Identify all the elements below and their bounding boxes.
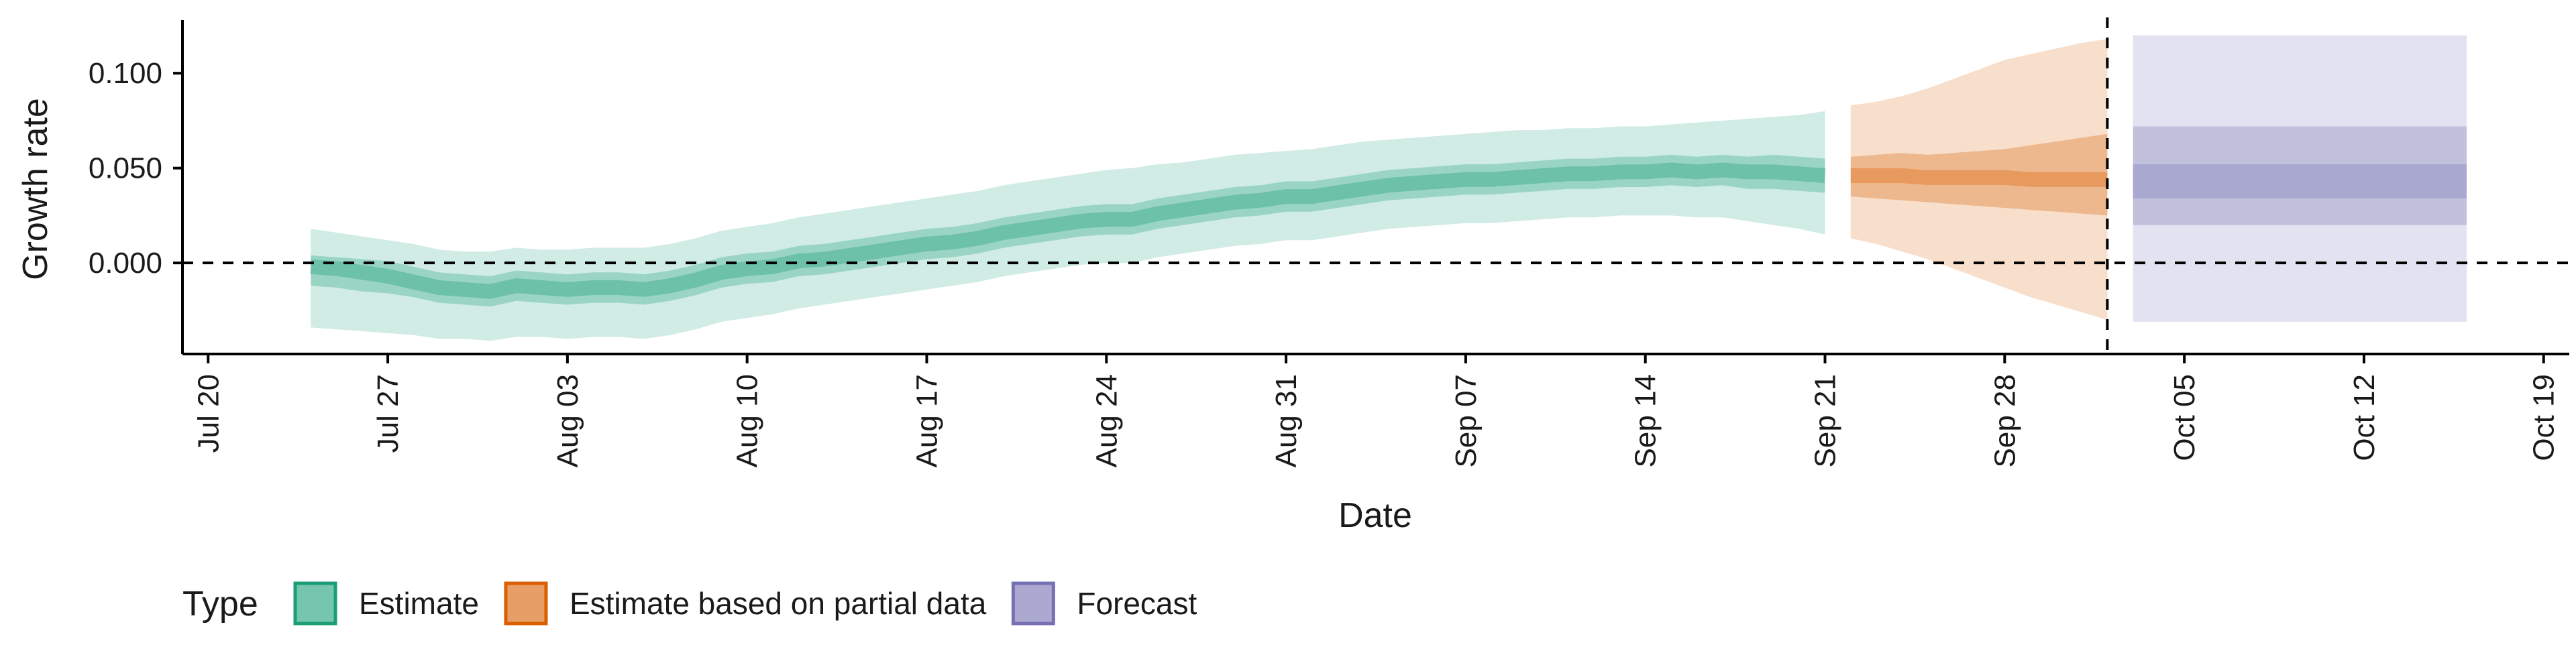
legend: Type Estimate Estimate based on partial d…	[182, 581, 1197, 626]
forecast-band-90	[2133, 35, 2467, 322]
estimate-based-on-partial-data-median-ribbon	[1850, 168, 2108, 187]
x-tick-label: Sep 28	[1988, 374, 2021, 467]
estimate-based-on-partial-data-band-90	[1850, 39, 2108, 320]
x-tick-label: Aug 10	[731, 374, 764, 467]
x-tick-label: Jul 27	[372, 374, 405, 453]
forecast-band-20	[2133, 164, 2467, 198]
bands-layer	[311, 35, 2467, 341]
x-tick-label: Oct 05	[2168, 374, 2201, 461]
legend-key-forecast	[1011, 581, 1055, 626]
legend-title: Type	[182, 585, 258, 624]
x-tick-label: Sep 07	[1450, 374, 1483, 467]
x-tick-label: Jul 20	[192, 374, 225, 453]
x-tick-label: Oct 19	[2528, 374, 2561, 461]
x-tick-label: Aug 17	[911, 374, 944, 467]
x-tick-label: Sep 21	[1809, 374, 1842, 467]
estimate-based-on-partial-data-band-50	[1850, 133, 2108, 216]
legend-label-forecast: Forecast	[1077, 586, 1197, 621]
x-tick-label: Aug 03	[551, 374, 584, 467]
estimate-band-50	[311, 154, 1825, 307]
y-tick-label: 0.100	[89, 57, 162, 90]
legend-key-estimate	[293, 581, 337, 626]
x-tick-label: Aug 24	[1090, 374, 1123, 467]
legend-label-estimate-based-on-partial-data: Estimate based on partial data	[570, 586, 987, 621]
x-tick-label: Aug 31	[1270, 374, 1303, 467]
median-layer	[310, 162, 2108, 299]
estimate-median-ribbon	[310, 162, 1826, 299]
x-tick-label: Sep 14	[1629, 374, 1662, 467]
x-ticks: Jul 20 Jul 27 Aug 03 Aug 10 Aug 17 Aug 24 Aug …	[192, 354, 2561, 467]
legend-key-estimate-based-on-partial-data	[504, 581, 548, 626]
y-tick-label: 0.050	[89, 152, 162, 185]
estimate-band-90	[311, 111, 1825, 341]
forecast-band-50	[2133, 126, 2467, 225]
x-axis-title: Date	[1338, 496, 1412, 535]
y-axis-title: Growth rate	[16, 98, 55, 280]
reference-lines	[182, 17, 2569, 354]
y-ticks: 0.000 0.050 0.100	[89, 57, 182, 280]
axes	[181, 20, 2569, 355]
x-tick-label: Oct 12	[2348, 374, 2381, 461]
legend-label-estimate: Estimate	[359, 586, 479, 621]
y-tick-label: 0.000	[89, 247, 162, 280]
